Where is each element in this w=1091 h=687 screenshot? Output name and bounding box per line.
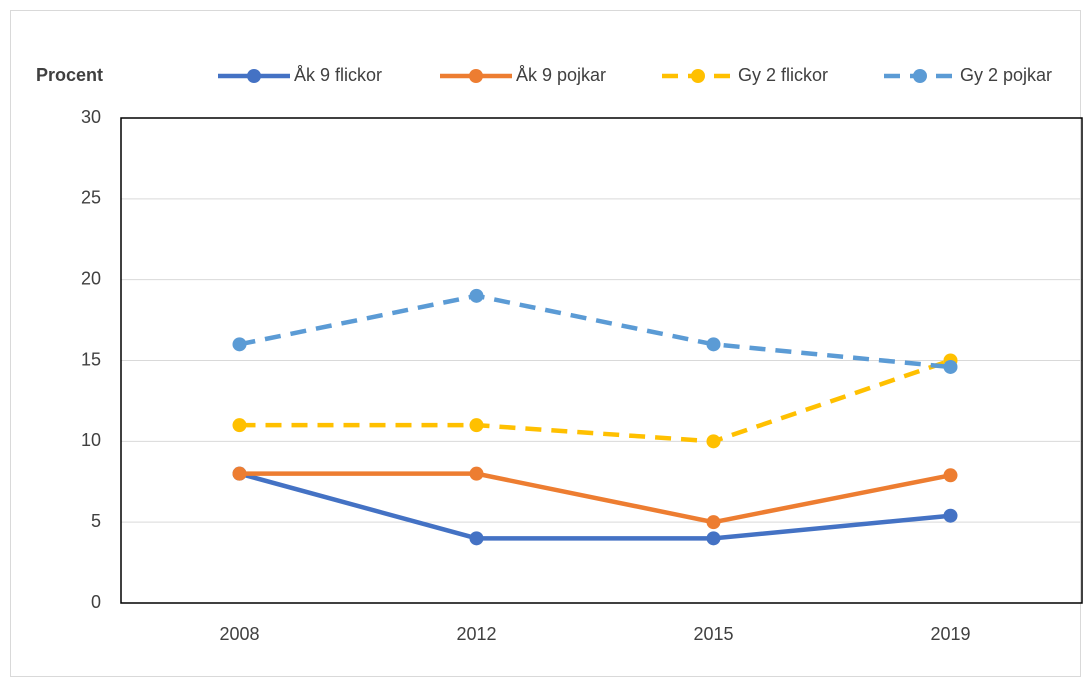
series-marker bbox=[469, 418, 484, 433]
y-axis-label: Procent bbox=[36, 65, 103, 85]
legend-marker bbox=[913, 69, 927, 83]
y-tick-label: 20 bbox=[81, 268, 101, 288]
y-tick-label: 5 bbox=[91, 511, 101, 531]
series-marker bbox=[943, 508, 958, 523]
series-marker bbox=[943, 468, 958, 483]
series-marker bbox=[232, 337, 247, 352]
series-line bbox=[239, 293, 951, 370]
series-marker bbox=[232, 418, 247, 433]
series-marker bbox=[706, 515, 721, 530]
chart-border bbox=[10, 10, 1081, 677]
x-tick-label: 2019 bbox=[930, 624, 970, 644]
series-marker bbox=[232, 466, 247, 481]
y-tick-label: 0 bbox=[91, 592, 101, 612]
legend-label: Åk 9 flickor bbox=[294, 65, 382, 85]
x-tick-label: 2015 bbox=[693, 624, 733, 644]
plot-frame bbox=[120, 117, 1083, 604]
x-tick-label: 2008 bbox=[219, 624, 259, 644]
x-tick-label: 2012 bbox=[456, 624, 496, 644]
y-tick-label: 15 bbox=[81, 349, 101, 369]
series-line bbox=[239, 358, 952, 444]
series-marker bbox=[706, 434, 721, 449]
legend-marker bbox=[469, 69, 483, 83]
series-marker bbox=[943, 359, 958, 374]
series-marker bbox=[469, 288, 484, 303]
series-marker bbox=[706, 531, 721, 546]
series-marker bbox=[706, 337, 721, 352]
series-marker bbox=[469, 466, 484, 481]
legend-marker bbox=[691, 69, 705, 83]
series-line bbox=[239, 471, 951, 525]
legend-label: Gy 2 pojkar bbox=[960, 65, 1052, 85]
legend-marker bbox=[247, 69, 261, 83]
legend-label: Åk 9 pojkar bbox=[516, 65, 606, 85]
y-tick-label: 30 bbox=[81, 107, 101, 127]
y-tick-label: 25 bbox=[81, 188, 101, 208]
series-line bbox=[238, 471, 951, 541]
legend-label: Gy 2 flickor bbox=[738, 65, 828, 85]
series-marker bbox=[469, 531, 484, 546]
y-tick-label: 10 bbox=[81, 430, 101, 450]
